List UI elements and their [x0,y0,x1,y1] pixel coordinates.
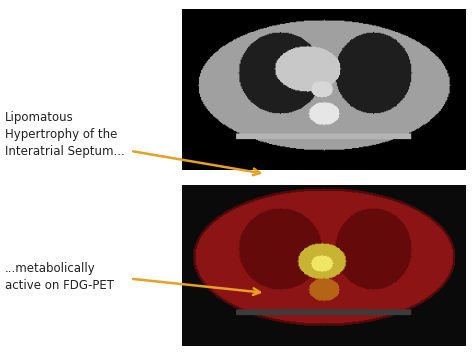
Text: Lipomatous
Hypertrophy of the
Interatrial Septum...: Lipomatous Hypertrophy of the Interatria… [5,111,125,158]
Text: ...metabolically
active on FDG-PET: ...metabolically active on FDG-PET [5,262,114,292]
